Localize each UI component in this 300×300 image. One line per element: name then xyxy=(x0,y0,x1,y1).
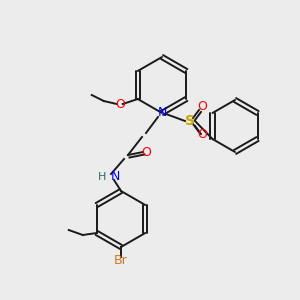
Text: O: O xyxy=(197,100,207,113)
Text: O: O xyxy=(141,146,151,158)
Text: O: O xyxy=(115,98,125,110)
Text: O: O xyxy=(197,128,207,142)
Text: Br: Br xyxy=(114,254,128,268)
Text: S: S xyxy=(185,114,195,128)
Text: N: N xyxy=(111,170,120,184)
Text: N: N xyxy=(157,106,167,119)
Text: H: H xyxy=(98,172,106,182)
